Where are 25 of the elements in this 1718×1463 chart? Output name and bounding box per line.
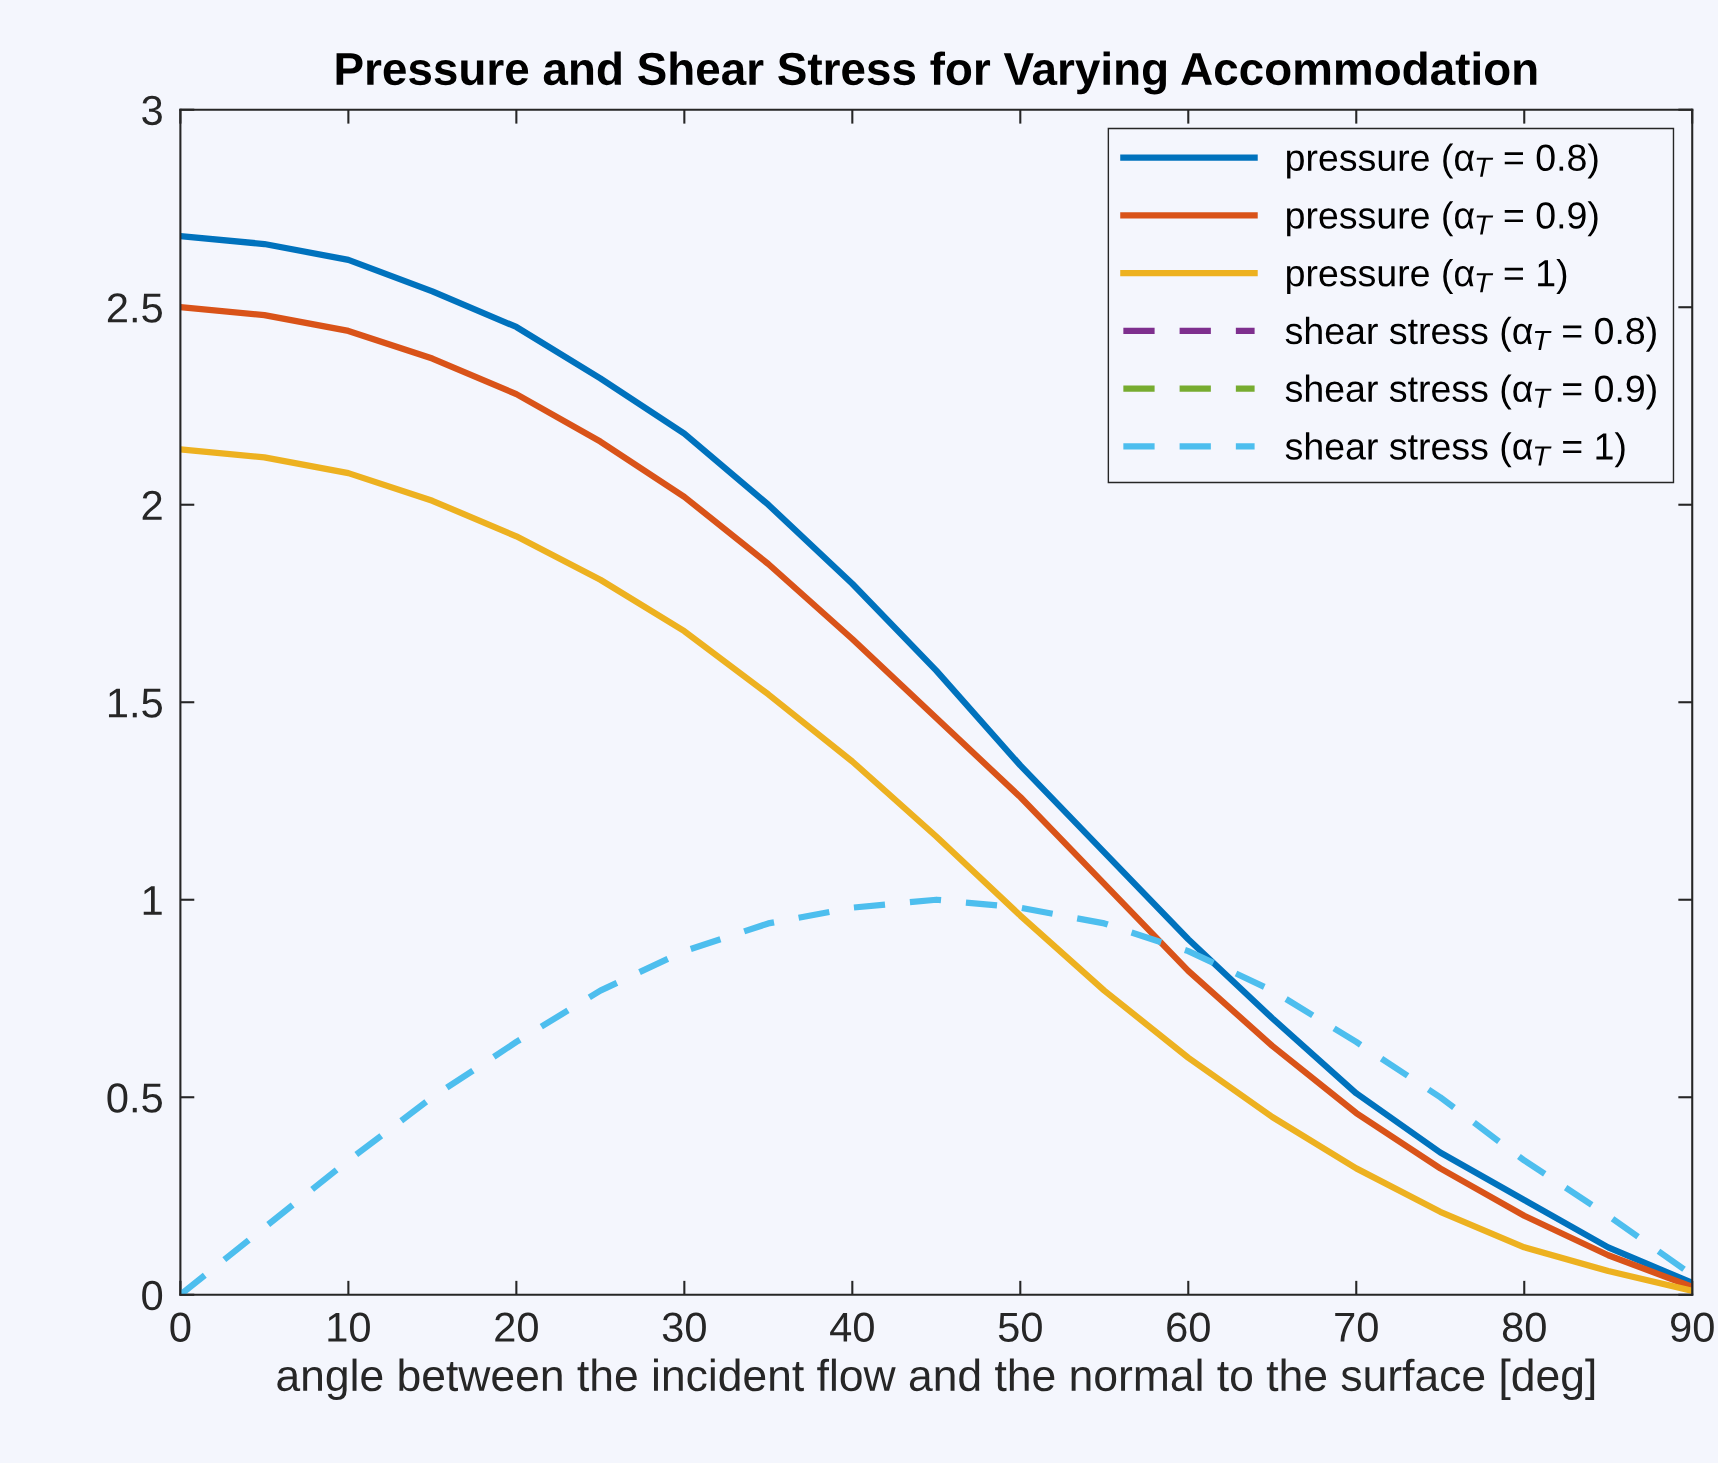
- x-tick-label: 10: [328, 1312, 370, 1343]
- y-tick-label: 3: [142, 95, 162, 126]
- legend-label: pressure (α$_{T}$ = 0.8): [1287, 143, 1598, 179]
- x-tick-label: 50: [998, 1312, 1042, 1343]
- legend-label: shear stress (α$_{T}$ = 1): [1285, 432, 1625, 468]
- y-tick-label: 0: [142, 1280, 163, 1311]
- x-tick-label: 40: [830, 1312, 874, 1343]
- y-tick-label: 2.5: [107, 293, 162, 323]
- x-tick-label: 20: [495, 1312, 538, 1343]
- y-tick-label: 1: [143, 886, 162, 915]
- x-tick-label: 60: [1167, 1312, 1210, 1343]
- chart-title: Pressure and Shear Stress for Varying Accommodation: [336, 51, 1537, 95]
- x-tick-label: 30: [662, 1312, 706, 1343]
- y-tick-label: 2: [142, 490, 162, 520]
- legend-label: pressure (α$_{T}$ = 1): [1287, 258, 1567, 294]
- x-tick-label: 80: [1502, 1312, 1546, 1343]
- y-tick-label: 1.5: [108, 688, 162, 718]
- x-tick-label: 0: [170, 1312, 191, 1343]
- y-tick-label: 0.5: [107, 1083, 162, 1113]
- legend-label: shear stress (α$_{T}$ = 0.8): [1285, 316, 1656, 352]
- x-tick-label: 90: [1671, 1312, 1714, 1343]
- legend-label: shear stress (α$_{T}$ = 0.9): [1285, 374, 1656, 410]
- x-axis-title: angle between the incident flow and the normal to the surface [deg]: [277, 1358, 1595, 1401]
- legend-label: pressure (α$_{T}$ = 0.9): [1287, 201, 1598, 237]
- x-tick-label: 70: [1335, 1312, 1378, 1343]
